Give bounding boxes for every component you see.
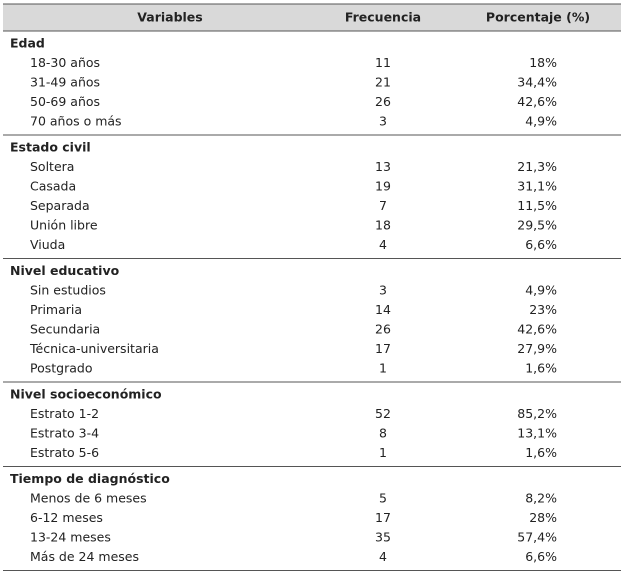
row-label: Separada	[30, 198, 90, 213]
frequency: 26	[375, 322, 391, 337]
frequency: 7	[379, 198, 387, 213]
percentage: 21,3%	[517, 159, 557, 174]
percentage: 57,4%	[517, 530, 557, 545]
row-label: Primaria	[30, 302, 82, 317]
percentage: 28%	[529, 510, 557, 525]
percentage: 4,9%	[525, 283, 557, 298]
percentage: 27,9%	[517, 341, 557, 356]
row-label: Estrato 5-6	[30, 445, 99, 460]
row-label: Menos de 6 meses	[30, 491, 147, 506]
percentage: 42,6%	[517, 322, 557, 337]
percentage: 31,1%	[517, 179, 557, 194]
row-label: Unión libre	[30, 218, 98, 233]
row-label: 31-49 años	[30, 75, 100, 90]
frequency: 3	[379, 114, 387, 129]
column-header: Frecuencia	[345, 10, 421, 25]
row-label: Soltera	[30, 159, 74, 174]
row-label: Casada	[30, 179, 76, 194]
frequency: 5	[379, 491, 387, 506]
frequency: 26	[375, 94, 391, 109]
percentage: 6,6%	[525, 549, 557, 564]
frequency: 18	[375, 218, 391, 233]
frequency: 14	[375, 302, 391, 317]
frequency: 4	[379, 237, 387, 252]
row-label: 18-30 años	[30, 55, 100, 70]
percentage: 6,6%	[525, 237, 557, 252]
frequency: 21	[375, 75, 391, 90]
frequency: 11	[375, 55, 391, 70]
row-label: 70 años o más	[30, 114, 122, 129]
row-label: 50-69 años	[30, 94, 100, 109]
column-header: Variables	[137, 10, 202, 25]
frequency: 19	[375, 179, 391, 194]
row-label: Técnica-universitaria	[29, 341, 159, 356]
row-label: Sin estudios	[30, 283, 106, 298]
percentage: 8,2%	[525, 491, 557, 506]
row-label: Estrato 1-2	[30, 406, 99, 421]
row-label: Secundaria	[30, 322, 100, 337]
group-title: Nivel socioeconómico	[10, 387, 162, 402]
frequency: 35	[375, 530, 391, 545]
group-title: Nivel educativo	[10, 263, 120, 278]
percentage: 11,5%	[517, 198, 557, 213]
percentage: 1,6%	[525, 445, 557, 460]
row-label: Viuda	[30, 237, 65, 252]
frequency: 1	[379, 361, 387, 376]
percentage: 23%	[529, 302, 557, 317]
column-header: Porcentaje (%)	[486, 10, 590, 25]
row-label: 6-12 meses	[30, 510, 103, 525]
percentage: 18%	[529, 55, 557, 70]
group-title: Edad	[10, 36, 45, 51]
group-title: Tiempo de diagnóstico	[10, 471, 170, 486]
percentage: 34,4%	[517, 75, 557, 90]
row-label: Más de 24 meses	[30, 549, 139, 564]
percentage: 4,9%	[525, 114, 557, 129]
row-label: Postgrado	[30, 361, 92, 376]
frequency: 4	[379, 549, 387, 564]
percentage: 13,1%	[517, 426, 557, 441]
group-title: Estado civil	[10, 140, 91, 155]
row-label: Estrato 3-4	[30, 426, 99, 441]
frequency: 17	[375, 510, 391, 525]
frequency: 17	[375, 341, 391, 356]
percentage: 1,6%	[525, 361, 557, 376]
frequency: 8	[379, 426, 387, 441]
row-label: 13-24 meses	[30, 530, 111, 545]
frequency: 1	[379, 445, 387, 460]
percentage: 29,5%	[517, 218, 557, 233]
frequency: 13	[375, 159, 391, 174]
frequency: 3	[379, 283, 387, 298]
percentage: 85,2%	[517, 406, 557, 421]
percentage: 42,6%	[517, 94, 557, 109]
frequency: 52	[375, 406, 391, 421]
header-background	[3, 4, 621, 31]
